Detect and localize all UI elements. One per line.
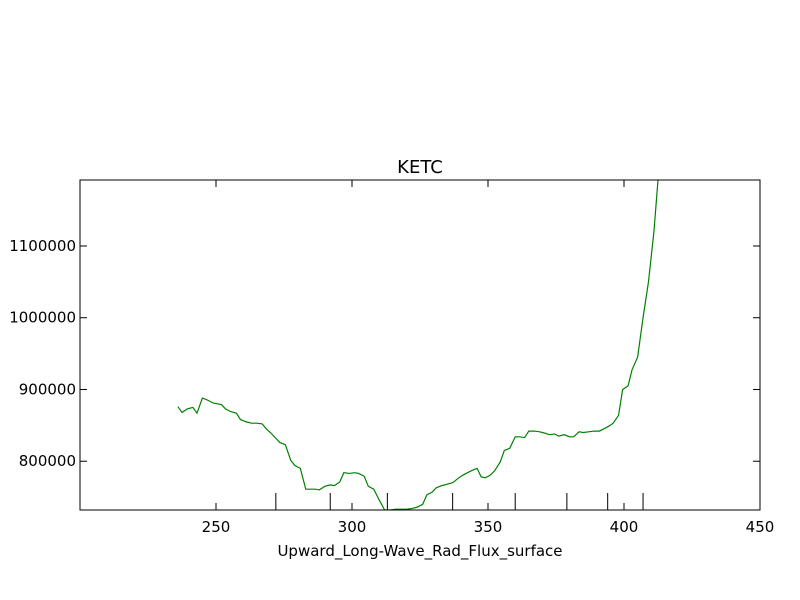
plot-area-frame [79,179,761,511]
y-tick-label: 1000000 [9,309,76,327]
y-tick-label: 800000 [19,452,76,470]
x-tick-label: 300 [338,518,367,536]
series-line [177,180,659,510]
chart-title: KETC [397,157,443,178]
x-tick-label: 250 [202,518,231,536]
x-tick-label: 400 [610,518,639,536]
x-axis-label: Upward_Long-Wave_Rad_Flux_surface [277,542,562,561]
y-tick-label: 900000 [19,380,76,398]
x-tick-label: 450 [746,518,775,536]
y-tick-label: 1100000 [9,237,76,255]
x-tick-label: 350 [474,518,503,536]
